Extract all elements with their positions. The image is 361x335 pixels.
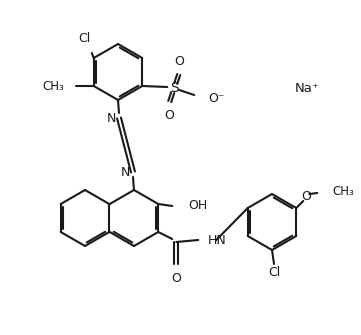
Text: O: O (171, 272, 181, 285)
Text: S: S (170, 81, 179, 95)
Text: O⁻: O⁻ (208, 91, 225, 105)
Text: O: O (164, 109, 174, 122)
Text: Cl: Cl (79, 31, 91, 45)
Text: CH₃: CH₃ (332, 185, 354, 198)
Text: OH: OH (188, 199, 208, 211)
Text: N: N (106, 112, 116, 125)
Text: O: O (301, 190, 311, 202)
Text: N: N (120, 165, 130, 179)
Text: CH₃: CH₃ (42, 79, 64, 92)
Text: Na⁺: Na⁺ (295, 81, 320, 94)
Text: Cl: Cl (268, 267, 280, 279)
Text: O: O (174, 55, 184, 67)
Text: HN: HN (208, 233, 227, 247)
